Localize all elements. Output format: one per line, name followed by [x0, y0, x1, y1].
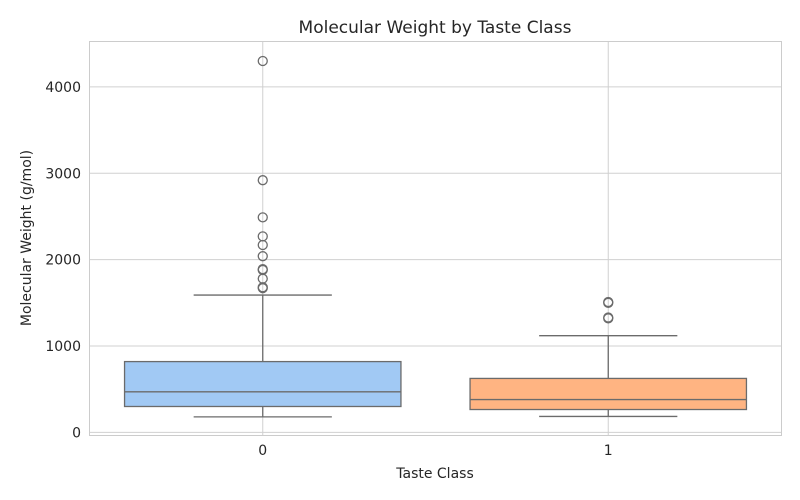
plot-frame	[89, 41, 782, 436]
box-group-0	[123, 55, 402, 418]
y-tick-label: 2000	[45, 253, 81, 269]
outlier-point	[257, 175, 268, 186]
boxes	[123, 55, 748, 418]
x-tick-label: 0	[258, 443, 267, 459]
y-tick-label: 4000	[45, 80, 81, 96]
x-axis-label: Taste Class	[395, 466, 474, 482]
outlier-point	[257, 55, 268, 67]
chart-title: Molecular Weight by Taste Class	[299, 18, 572, 38]
outlier-point	[603, 296, 614, 308]
outlier-point	[603, 312, 614, 323]
outlier-point	[257, 251, 268, 262]
y-tick-label: 0	[72, 425, 81, 441]
box-group-1	[469, 296, 748, 418]
iqr-box	[123, 360, 402, 408]
y-axis-label: Molecular Weight (g/mol)	[19, 150, 35, 326]
outlier-point	[257, 264, 268, 275]
outlier-point	[257, 231, 268, 242]
y-tick-labels: 0 1000 2000 3000 4000	[45, 80, 81, 441]
y-tick-label: 3000	[45, 166, 81, 182]
grid-lines	[90, 42, 781, 435]
iqr-box	[469, 377, 748, 411]
x-tick-label: 1	[604, 443, 613, 459]
y-tick-label: 1000	[45, 339, 81, 355]
outlier-point	[257, 212, 268, 223]
